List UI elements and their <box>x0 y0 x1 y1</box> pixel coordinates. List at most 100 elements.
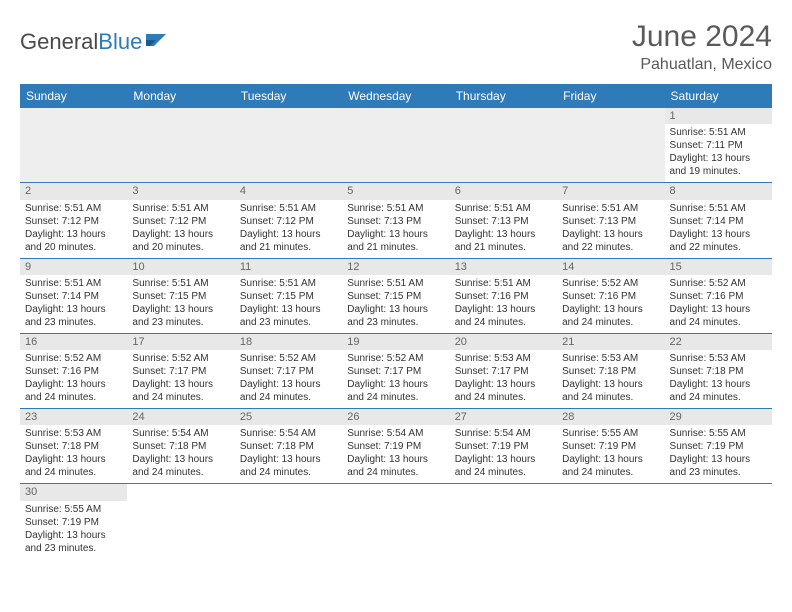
day-info-line: Sunrise: 5:53 AM <box>455 352 552 365</box>
day-info-line: Sunset: 7:18 PM <box>670 365 767 378</box>
day-info-line: and 23 minutes. <box>240 316 337 329</box>
day-number: 1 <box>665 108 772 124</box>
day-info-line: Sunrise: 5:51 AM <box>455 202 552 215</box>
day-number: 5 <box>342 183 449 199</box>
day-info-line: Sunset: 7:17 PM <box>240 365 337 378</box>
day-header: Monday <box>127 84 234 108</box>
day-number: 20 <box>450 334 557 350</box>
day-info-line: Sunset: 7:19 PM <box>25 516 122 529</box>
day-info-line: and 22 minutes. <box>562 241 659 254</box>
day-info-line: Sunrise: 5:52 AM <box>132 352 229 365</box>
day-cell: 1Sunrise: 5:51 AMSunset: 7:11 PMDaylight… <box>665 108 772 183</box>
day-info-line: Sunrise: 5:54 AM <box>455 427 552 440</box>
logo-text-2: Blue <box>98 29 142 55</box>
day-info-line: Sunrise: 5:51 AM <box>240 277 337 290</box>
day-number: 9 <box>20 259 127 275</box>
day-info-line: Daylight: 13 hours <box>25 378 122 391</box>
day-info-line: Sunrise: 5:55 AM <box>670 427 767 440</box>
day-info-line: and 24 minutes. <box>455 391 552 404</box>
day-number: 28 <box>557 409 664 425</box>
week-row: 9Sunrise: 5:51 AMSunset: 7:14 PMDaylight… <box>20 258 772 333</box>
day-number: 19 <box>342 334 449 350</box>
day-info-line: and 23 minutes. <box>670 466 767 479</box>
day-cell: 4Sunrise: 5:51 AMSunset: 7:12 PMDaylight… <box>235 183 342 258</box>
day-info-line: and 20 minutes. <box>25 241 122 254</box>
empty-cell <box>127 108 234 183</box>
day-number: 12 <box>342 259 449 275</box>
day-info-line: and 24 minutes. <box>562 391 659 404</box>
day-number: 17 <box>127 334 234 350</box>
day-cell: 19Sunrise: 5:52 AMSunset: 7:17 PMDayligh… <box>342 333 449 408</box>
day-number: 24 <box>127 409 234 425</box>
day-info-line: Sunrise: 5:52 AM <box>562 277 659 290</box>
day-info-line: Sunrise: 5:51 AM <box>455 277 552 290</box>
day-info-line: Sunrise: 5:51 AM <box>132 202 229 215</box>
day-number: 21 <box>557 334 664 350</box>
day-info-line: and 24 minutes. <box>240 466 337 479</box>
day-info-line: and 24 minutes. <box>347 466 444 479</box>
day-cell: 21Sunrise: 5:53 AMSunset: 7:18 PMDayligh… <box>557 333 664 408</box>
day-cell: 22Sunrise: 5:53 AMSunset: 7:18 PMDayligh… <box>665 333 772 408</box>
day-info-line: and 24 minutes. <box>132 466 229 479</box>
day-cell: 23Sunrise: 5:53 AMSunset: 7:18 PMDayligh… <box>20 409 127 484</box>
day-info-line: Sunset: 7:19 PM <box>562 440 659 453</box>
day-cell: 18Sunrise: 5:52 AMSunset: 7:17 PMDayligh… <box>235 333 342 408</box>
week-row: 30 Sunrise: 5:55 AMSunset: 7:19 PMDayligh… <box>20 484 772 559</box>
day-info-line: and 19 minutes. <box>670 165 767 178</box>
day-info-line: Sunset: 7:17 PM <box>347 365 444 378</box>
day-cell: 2Sunrise: 5:51 AMSunset: 7:12 PMDaylight… <box>20 183 127 258</box>
day-info-line: Sunrise: 5:51 AM <box>347 277 444 290</box>
calendar-page: GeneralBlue June 2024 Pahuatlan, Mexico … <box>0 0 792 559</box>
day-info-line: Daylight: 13 hours <box>25 303 122 316</box>
day-header-row: SundayMondayTuesdayWednesdayThursdayFrid… <box>20 84 772 108</box>
empty-cell <box>342 108 449 183</box>
day-cell: 30 Sunrise: 5:55 AMSunset: 7:19 PMDayligh… <box>20 484 127 559</box>
flag-icon <box>146 28 168 54</box>
day-cell: 20Sunrise: 5:53 AMSunset: 7:17 PMDayligh… <box>450 333 557 408</box>
day-header: Friday <box>557 84 664 108</box>
day-info-line: Sunset: 7:18 PM <box>240 440 337 453</box>
day-info-line: Sunset: 7:12 PM <box>25 215 122 228</box>
day-info-line: and 24 minutes. <box>670 316 767 329</box>
day-info-line: Sunset: 7:15 PM <box>347 290 444 303</box>
day-info-line: Sunset: 7:18 PM <box>25 440 122 453</box>
day-info-line: Daylight: 13 hours <box>562 378 659 391</box>
day-info-line: Sunrise: 5:54 AM <box>132 427 229 440</box>
empty-cell <box>665 484 772 559</box>
day-info-line: Sunset: 7:13 PM <box>455 215 552 228</box>
day-info-line: and 24 minutes. <box>455 466 552 479</box>
empty-cell <box>127 484 234 559</box>
empty-cell <box>235 484 342 559</box>
day-info-line: Sunset: 7:19 PM <box>347 440 444 453</box>
day-number: 4 <box>235 183 342 199</box>
day-info-line: Sunrise: 5:52 AM <box>670 277 767 290</box>
day-number: 3 <box>127 183 234 199</box>
day-info-line: and 24 minutes. <box>240 391 337 404</box>
day-info-line: Sunrise: 5:55 AM <box>25 503 122 516</box>
day-info-line: Sunrise: 5:52 AM <box>25 352 122 365</box>
day-info-line: Sunset: 7:13 PM <box>347 215 444 228</box>
day-number: 30 <box>20 484 127 500</box>
day-info-line: Daylight: 13 hours <box>25 529 122 542</box>
logo: GeneralBlue <box>20 20 168 56</box>
day-info-line: Sunset: 7:16 PM <box>455 290 552 303</box>
day-info-line: and 23 minutes. <box>132 316 229 329</box>
day-cell: 28Sunrise: 5:55 AMSunset: 7:19 PMDayligh… <box>557 409 664 484</box>
day-info-line: and 21 minutes. <box>347 241 444 254</box>
day-info-line: Daylight: 13 hours <box>25 228 122 241</box>
day-cell: 11Sunrise: 5:51 AMSunset: 7:15 PMDayligh… <box>235 258 342 333</box>
calendar-table: SundayMondayTuesdayWednesdayThursdayFrid… <box>20 84 772 559</box>
empty-cell <box>450 484 557 559</box>
day-info-line: and 23 minutes. <box>25 316 122 329</box>
day-info-line: Daylight: 13 hours <box>670 453 767 466</box>
day-info-line: Sunrise: 5:55 AM <box>562 427 659 440</box>
week-row: 16Sunrise: 5:52 AMSunset: 7:16 PMDayligh… <box>20 333 772 408</box>
location: Pahuatlan, Mexico <box>632 56 772 74</box>
day-info-line: Sunrise: 5:52 AM <box>347 352 444 365</box>
day-cell: 16Sunrise: 5:52 AMSunset: 7:16 PMDayligh… <box>20 333 127 408</box>
day-info-line: and 20 minutes. <box>132 241 229 254</box>
day-info-line: Sunset: 7:16 PM <box>670 290 767 303</box>
day-info-line: and 22 minutes. <box>670 241 767 254</box>
day-info-line: Sunset: 7:12 PM <box>240 215 337 228</box>
day-info-line: Sunset: 7:16 PM <box>25 365 122 378</box>
